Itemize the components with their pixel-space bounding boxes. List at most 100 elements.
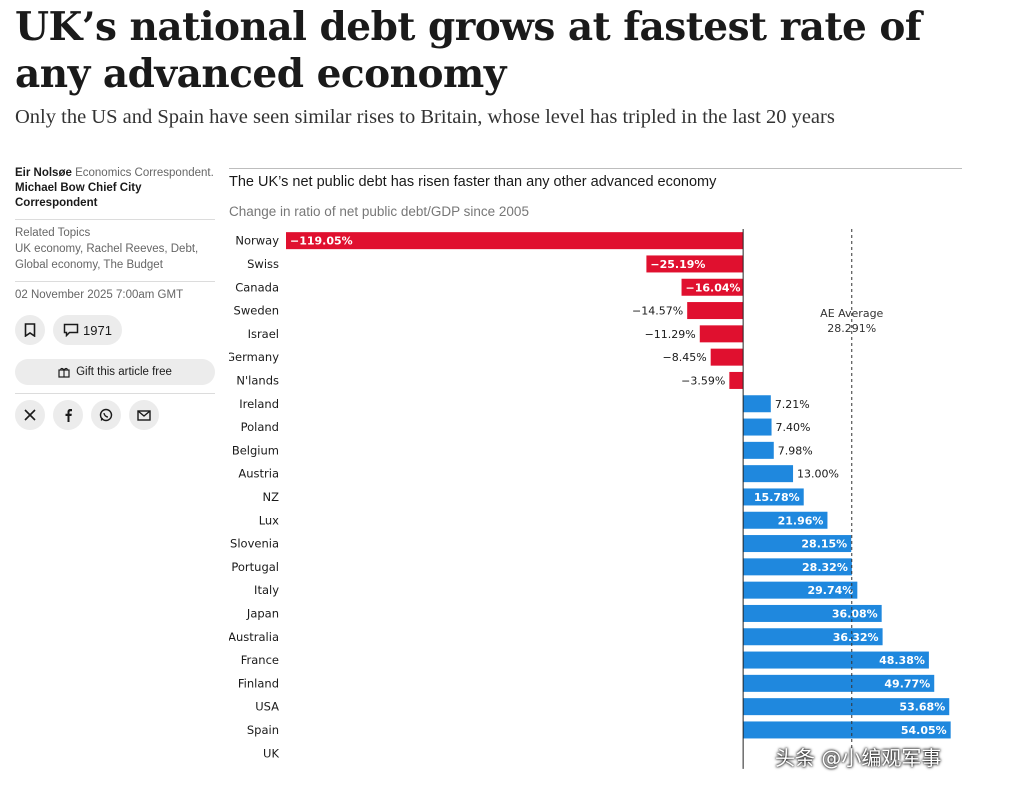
share-email-button[interactable] [129, 400, 159, 430]
bar [743, 698, 950, 716]
category-label: Israel [248, 327, 279, 341]
category-label: Swiss [247, 257, 279, 271]
category-label: Poland [241, 420, 279, 434]
divider [15, 219, 215, 220]
data-label: −119.05% [290, 235, 353, 248]
author-role: Economics Correspondent. [75, 167, 214, 179]
bar [743, 441, 774, 459]
share-whatsapp-button[interactable] [91, 400, 121, 430]
category-label: UK [263, 746, 279, 760]
data-label: −11.29% [645, 328, 696, 341]
share-x-button[interactable] [15, 400, 45, 430]
bar [743, 535, 852, 553]
comment-count: 1971 [83, 322, 112, 338]
standfirst: Only the US and Spain have seen similar … [15, 106, 835, 128]
bar [710, 348, 744, 366]
category-label: USA [255, 700, 279, 714]
chart-top-rule [229, 168, 962, 169]
whatsapp-icon [99, 408, 113, 422]
bar [699, 325, 744, 343]
category-label: Canada [235, 280, 279, 294]
bar [743, 604, 882, 622]
data-label: 28.32% [802, 561, 848, 574]
data-label: 53.68% [899, 701, 945, 714]
category-label: NZ [263, 490, 280, 504]
bar [743, 465, 794, 483]
author-name[interactable]: Michael Bow [15, 182, 85, 194]
bar [681, 278, 744, 296]
bar [646, 255, 744, 273]
category-label: Japan [246, 606, 279, 620]
data-label: 28.15% [801, 538, 847, 551]
category-label: Austria [238, 467, 279, 481]
related-topics-heading: Related Topics [15, 227, 91, 239]
data-label: 49.77% [884, 677, 930, 690]
bookmark-button[interactable] [15, 315, 45, 345]
category-label: Norway [235, 234, 279, 248]
data-label: 7.98% [778, 444, 813, 457]
bar [743, 511, 828, 529]
headline: UK’s national debt grows at fastest rate… [15, 4, 922, 97]
data-label: 36.08% [832, 607, 878, 620]
bar [687, 302, 744, 320]
data-label: −25.19% [650, 258, 705, 271]
comment-icon [63, 323, 79, 337]
category-label: Italy [254, 583, 279, 597]
watermark: 头条 @小编观军事 [775, 746, 942, 770]
data-label: 15.78% [754, 491, 800, 504]
bar [743, 628, 883, 646]
gift-icon [58, 367, 70, 378]
data-label: 29.74% [807, 584, 853, 597]
category-label: N'lands [236, 373, 279, 387]
share-buttons [15, 400, 215, 430]
category-label: Portugal [231, 560, 279, 574]
data-label: 48.38% [879, 654, 925, 667]
divider [15, 393, 215, 394]
data-label: −8.45% [663, 351, 707, 364]
average-label: AE Average [820, 307, 883, 320]
gift-article-button[interactable]: Gift this article free [15, 359, 215, 385]
category-label: Ireland [239, 397, 279, 411]
article-actions: 1971 [15, 315, 215, 345]
bar-chart: Norway −119.05% Swiss −25.19% Canada −16.04% S… [229, 229, 951, 769]
data-label: 7.21% [775, 398, 810, 411]
email-icon [137, 409, 151, 421]
bar [743, 651, 929, 669]
category-label: Spain [247, 723, 279, 737]
gift-label: Gift this article free [76, 366, 172, 378]
author-name[interactable]: Eir Nolsøe [15, 167, 72, 179]
bar [729, 371, 744, 389]
category-label: Lux [259, 513, 279, 527]
publish-date: 02 November 2025 7:00am GMT [15, 289, 184, 301]
article-sidebar: Eir Nolsøe Economics Correspondent. Mich… [15, 166, 215, 430]
data-label: −16.04% [686, 281, 741, 294]
category-label: Belgium [232, 443, 279, 457]
bar [743, 418, 772, 436]
bar [743, 721, 951, 739]
divider [15, 281, 215, 282]
data-label: −3.59% [681, 374, 725, 387]
data-label: 7.40% [776, 421, 811, 434]
share-facebook-button[interactable] [53, 400, 83, 430]
data-label: −14.57% [632, 305, 683, 318]
data-label: 21.96% [778, 514, 824, 527]
bar [743, 488, 804, 506]
category-label: Germany [229, 350, 279, 364]
data-label: 36.32% [833, 631, 879, 644]
category-label: France [241, 653, 279, 667]
chart-subtitle: Change in ratio of net public debt/GDP s… [229, 204, 529, 219]
category-label: Australia [229, 630, 279, 644]
comments-button[interactable]: 1971 [53, 315, 122, 345]
bar [743, 558, 852, 576]
data-label: 54.05% [901, 724, 947, 737]
bar [743, 674, 935, 692]
author-role: Chief City Correspondent [15, 182, 142, 209]
facebook-icon [65, 409, 72, 422]
bookmark-icon [24, 323, 36, 337]
related-topics-links[interactable]: UK economy, Rachel Reeves, Debt, Global … [15, 243, 199, 271]
bar [743, 395, 771, 413]
category-label: Finland [238, 676, 279, 690]
x-icon [24, 409, 36, 421]
category-label: Sweden [234, 304, 279, 318]
bar [286, 232, 744, 250]
